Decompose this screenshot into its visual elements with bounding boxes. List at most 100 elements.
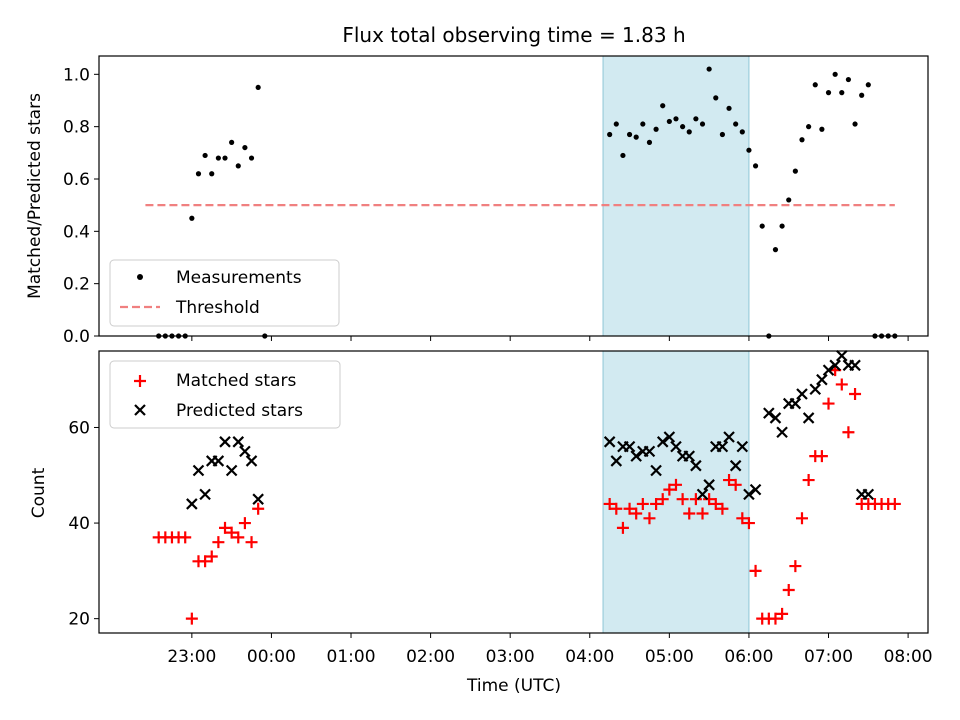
- measurement-point: [752, 163, 759, 169]
- x-axis-label: Time (UTC): [466, 676, 561, 696]
- predicted-star-point: [809, 383, 822, 396]
- predicted-star-point: [696, 488, 709, 501]
- bottom-y-ticks: 20 40 60: [68, 418, 99, 630]
- measurement-point: [746, 147, 752, 153]
- measurement-point: [779, 223, 785, 229]
- y-tick-label: 0.0: [63, 327, 90, 347]
- y-tick-label: 40: [68, 514, 90, 534]
- measurement-point: [666, 118, 672, 125]
- matched-star-point: [199, 555, 212, 568]
- predicted-star-point: [656, 436, 669, 448]
- measurement-point: [660, 103, 666, 109]
- predicted-star-point: [245, 455, 258, 467]
- measurement-point: [806, 124, 812, 130]
- bottom-x-ticks: 23:00 00:00 01:00 02:00 03:00 04:00 05:00 06:00…: [167, 633, 933, 667]
- matched-star-point: [729, 478, 742, 491]
- measurement-point: [620, 152, 626, 159]
- measurement-point: [673, 116, 679, 122]
- measurement-point: [845, 76, 852, 83]
- top-legend: Measurements Threshold: [109, 259, 340, 327]
- bottom-highlight-span: [602, 350, 750, 634]
- legend-threshold-label: Threshold: [175, 298, 260, 318]
- measurement-point: [215, 155, 221, 161]
- legend-matched-label: Matched stars: [176, 371, 296, 391]
- y-tick-label: 0.6: [63, 170, 90, 190]
- y-tick-label: 60: [68, 418, 90, 438]
- matched-star-point: [749, 564, 762, 577]
- matched-star-point: [238, 517, 251, 530]
- measurement-point: [852, 121, 858, 127]
- y-tick-label: 0.8: [63, 118, 90, 138]
- matched-star-point: [663, 483, 676, 496]
- predicted-star-point: [643, 445, 656, 458]
- x-tick-label: 00:00: [247, 647, 296, 667]
- measurement-point: [235, 163, 241, 169]
- legend-matched-marker: [134, 375, 146, 387]
- measurement-point: [195, 171, 202, 177]
- predicted-star-point: [610, 455, 623, 467]
- predicted-star-point: [663, 431, 676, 443]
- predicted-star-point: [630, 450, 642, 462]
- predicted-star-point: [749, 483, 762, 496]
- predicted-star-point: [836, 350, 848, 362]
- measurement-point: [248, 155, 255, 161]
- matched-star-point: [716, 502, 729, 515]
- predicted-star-point: [186, 498, 198, 510]
- predicted-star-point: [763, 407, 775, 419]
- measurement-point: [242, 144, 248, 151]
- predicted-star-point: [729, 459, 742, 472]
- x-tick-label: 03:00: [486, 647, 535, 667]
- matched-star-point: [205, 550, 218, 563]
- x-tick-label: 08:00: [884, 647, 933, 667]
- matched-star-point: [849, 388, 862, 401]
- matched-star-point: [669, 478, 682, 491]
- x-tick-label: 07:00: [804, 647, 853, 667]
- measurement-point: [653, 126, 659, 132]
- bottom-panel: 20 40 60 23:00 00:00 01:00 02:00 03:00 04:00 05:…: [29, 350, 933, 696]
- predicted-star-point: [769, 412, 782, 424]
- measurement-point: [189, 215, 195, 221]
- top-x-ticks: [191, 336, 909, 341]
- predicted-star-point: [703, 479, 715, 491]
- top-y-axis-label: Matched/Predicted stars: [25, 93, 45, 299]
- predicted-star-point: [716, 440, 729, 453]
- matched-star-point: [225, 526, 238, 539]
- measurement-point: [209, 171, 215, 177]
- measurement-point: [739, 129, 745, 135]
- predicted-star-point: [736, 440, 749, 453]
- matched-star-point: [252, 502, 265, 515]
- matched-star-point: [616, 521, 629, 534]
- predicted-stars-points: [186, 350, 875, 510]
- matched-star-point: [789, 560, 802, 573]
- predicted-star-point: [670, 440, 682, 453]
- measurement-point: [706, 66, 712, 72]
- predicted-star-point: [849, 359, 861, 372]
- matched-star-point: [650, 497, 663, 510]
- predicted-star-point: [239, 445, 251, 458]
- measurement-point: [719, 131, 726, 138]
- predicted-star-point: [723, 431, 735, 443]
- measurement-point: [713, 95, 719, 101]
- predicted-star-point: [789, 397, 802, 410]
- measurement-point: [865, 82, 871, 88]
- measurement-point: [839, 90, 845, 96]
- predicted-star-point: [776, 426, 788, 439]
- matched-star-point: [696, 507, 709, 520]
- matched-star-point: [636, 497, 649, 510]
- measurement-point: [786, 197, 792, 203]
- y-tick-label: 0.4: [63, 222, 90, 242]
- predicted-star-point: [225, 464, 238, 477]
- matched-star-point: [623, 502, 636, 515]
- y-tick-label: 0.2: [63, 275, 90, 295]
- predicted-star-point: [192, 464, 205, 477]
- measurement-point: [859, 92, 865, 98]
- predicted-star-point: [683, 450, 696, 462]
- measurement-point: [812, 82, 818, 88]
- matched-star-point: [742, 517, 755, 530]
- matched-star-point: [815, 450, 828, 463]
- measurement-point: [640, 121, 646, 127]
- predicted-star-point: [822, 364, 835, 376]
- matched-star-point: [643, 512, 656, 525]
- matched-star-point: [795, 512, 808, 525]
